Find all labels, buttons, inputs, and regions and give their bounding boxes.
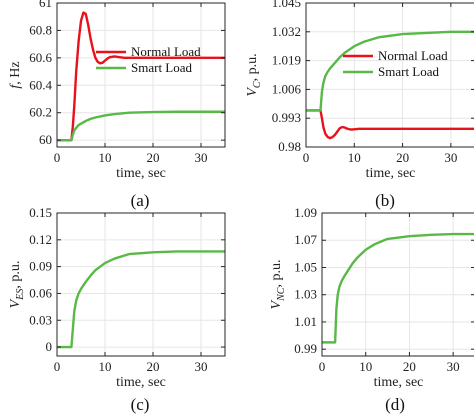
series-line-smart-load xyxy=(57,110,225,142)
x-tick-label: 30 xyxy=(447,359,460,374)
y-label-symbol: V xyxy=(269,299,284,309)
chart-d: 0 10 20 30 0.99 1.01 1.03 1.05 1.07 1.09 time, sec… xyxy=(269,205,474,414)
x-tick-label: 30 xyxy=(195,359,208,374)
y-label-unit: , Hz xyxy=(8,61,23,84)
y-tick-label: 1.01 xyxy=(294,314,317,329)
subcaption: (b) xyxy=(375,191,395,210)
chart-c: 0 10 20 30 0 0.03 0.06 0.09 0.12 0.15 time, sec VES… xyxy=(8,205,226,414)
y-label-symbol: f xyxy=(8,83,23,89)
y-tick-label: 0.993 xyxy=(272,110,301,125)
x-tick-label: 10 xyxy=(99,359,112,374)
x-tick-label: 0 xyxy=(54,359,61,374)
y-label-subscript: NC xyxy=(276,287,287,302)
x-tick-label: 10 xyxy=(99,150,112,165)
y-tick-label: 1.032 xyxy=(272,24,301,39)
legend-label: Smart Load xyxy=(378,64,440,79)
y-tick-label: 61 xyxy=(39,0,52,10)
y-label-unit: , p.u. xyxy=(8,261,23,289)
legend-label: Normal Load xyxy=(131,44,201,59)
y-label-unit: , p.u. xyxy=(245,53,260,81)
y-tick-label: 0.09 xyxy=(29,259,52,274)
x-axis-label: time, sec xyxy=(374,375,424,390)
y-tick-label: 0.98 xyxy=(278,139,301,154)
x-tick-label: 0 xyxy=(319,359,326,374)
y-label-unit: , p.u. xyxy=(269,260,284,288)
x-tick-label: 0 xyxy=(303,150,310,165)
series-line-voltage xyxy=(57,250,225,349)
y-tick-label: 60.6 xyxy=(29,50,52,65)
y-axis-label: VNC, p.u. xyxy=(269,260,287,310)
x-tick-label: 10 xyxy=(359,359,372,374)
y-label-subscript: ES xyxy=(15,289,26,301)
plot-frame xyxy=(56,212,226,357)
y-label-symbol: V xyxy=(8,298,23,308)
legend-label: Normal Load xyxy=(378,48,448,63)
x-tick-label: 20 xyxy=(147,150,160,165)
y-tick-label: 60.8 xyxy=(29,22,52,37)
series-line-normal-load xyxy=(306,109,474,140)
y-tick-label: 1.07 xyxy=(294,232,317,247)
legend-label: Smart Load xyxy=(131,60,193,75)
y-tick-label: 0 xyxy=(46,339,53,354)
y-tick-label: 1.019 xyxy=(272,53,301,68)
chart-a: 0 10 20 30 60 60.2 60.4 60.6 60.8 61 time, sec f, H… xyxy=(8,0,226,210)
y-tick-label: 0.12 xyxy=(29,232,52,247)
y-tick-label: 1.05 xyxy=(294,259,317,274)
plot-frame xyxy=(56,2,226,148)
y-axis-label: f, Hz xyxy=(8,61,23,88)
y-tick-label: 60.4 xyxy=(29,77,52,92)
y-label-symbol: V xyxy=(245,87,260,97)
plot-frame xyxy=(321,212,474,357)
y-axis-label: VC, p.u. xyxy=(245,53,263,96)
x-tick-label: 30 xyxy=(444,150,457,165)
y-tick-label: 1.09 xyxy=(294,205,317,220)
y-tick-label: 0.99 xyxy=(294,341,317,356)
y-tick-label: 1.045 xyxy=(272,0,301,10)
y-tick-label: 60.2 xyxy=(29,105,52,120)
series-line-smart-load xyxy=(306,30,474,112)
x-tick-label: 10 xyxy=(348,150,361,165)
y-tick-label: 1.03 xyxy=(294,287,317,302)
subcaption: (c) xyxy=(131,395,150,414)
y-tick-label: 0.03 xyxy=(29,312,52,327)
series-line-normal-load xyxy=(57,11,225,142)
subcaption: (d) xyxy=(385,395,405,414)
chart-b: 0 10 20 30 0.98 0.993 1.006 1.019 1.032 1.045 time… xyxy=(245,0,474,210)
x-tick-label: 20 xyxy=(396,150,409,165)
y-tick-label: 1.006 xyxy=(272,81,302,96)
series-line-voltage xyxy=(322,232,474,344)
x-tick-label: 20 xyxy=(147,359,160,374)
x-axis-label: time, sec xyxy=(116,166,166,181)
plot-frame xyxy=(305,2,474,148)
y-tick-label: 60 xyxy=(39,132,52,147)
x-tick-label: 20 xyxy=(403,359,416,374)
x-axis-label: time, sec xyxy=(366,166,416,181)
subcaption: (a) xyxy=(131,191,150,210)
y-tick-label: 0.15 xyxy=(29,205,52,220)
x-tick-label: 30 xyxy=(195,150,208,165)
x-tick-label: 0 xyxy=(54,150,61,165)
y-tick-label: 0.06 xyxy=(29,285,52,300)
x-axis-label: time, sec xyxy=(116,375,166,390)
y-label-subscript: C xyxy=(252,81,263,88)
y-axis-label: VES, p.u. xyxy=(8,261,26,309)
